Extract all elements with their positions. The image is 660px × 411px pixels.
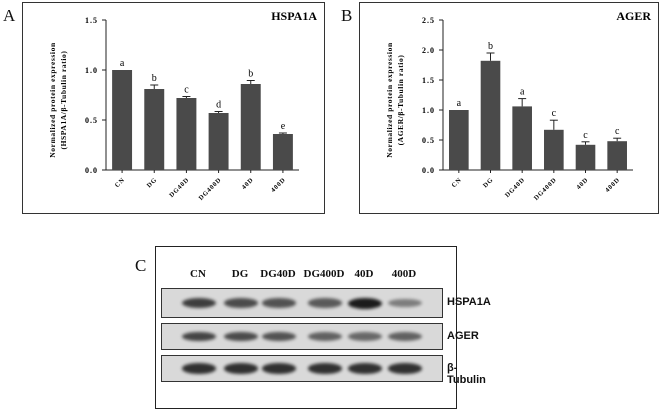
- hspa1a-xtick-label-3: DG400D: [198, 176, 223, 201]
- ager-bar-1: [480, 60, 501, 170]
- hspa1a-sig-letter-2: c: [184, 85, 189, 96]
- blot-band: [388, 363, 422, 374]
- ager-title: AGER: [616, 9, 651, 23]
- blot-strip-1: [161, 323, 443, 350]
- hspa1a-xtick-label-5: 400D: [270, 176, 287, 193]
- lane-label-4: 40D: [354, 268, 374, 280]
- ager-xtick-label-0: CN: [451, 176, 464, 189]
- blot-strip-2: [161, 355, 443, 382]
- blot-strip-0: [161, 288, 443, 318]
- blot-band: [182, 363, 216, 374]
- ager-bar-3: [544, 129, 564, 170]
- ager-bar-5: [607, 141, 627, 170]
- blot-row-label-2: β-Tubulin: [447, 361, 486, 386]
- lane-label-1: DG: [231, 268, 249, 280]
- hspa1a-sig-letter-1: b: [152, 73, 157, 84]
- blot-band: [262, 363, 296, 374]
- blot-band: [262, 331, 296, 342]
- hspa1a-ytick-label-2: 1.0: [85, 66, 98, 75]
- ager-xtick-label-1: DG: [482, 176, 495, 189]
- hspa1a-bar-2: [176, 98, 197, 170]
- hspa1a-bar-4: [240, 84, 261, 170]
- blot-band: [262, 298, 296, 308]
- hspa1a-title: HSPA1A: [271, 9, 317, 23]
- hspa1a-sig-letter-0: a: [120, 58, 125, 69]
- ager-ylabel-line1: Normalized protein expression: [385, 42, 394, 158]
- ager-sig-letter-5: c: [615, 126, 620, 137]
- hspa1a-ylabel-line1: Normalized protein expression: [48, 42, 57, 158]
- ager-sig-letter-4: c: [583, 130, 588, 141]
- ager-bar-0: [449, 110, 469, 170]
- blot-band: [388, 298, 422, 308]
- hspa1a-sig-letter-5: e: [281, 121, 286, 132]
- blot-band: [308, 298, 342, 308]
- ager-ytick-label-2: 1.0: [422, 106, 435, 115]
- ager-bar-2: [512, 106, 532, 170]
- ager-ytick-label-3: 1.5: [422, 76, 435, 85]
- blot-band: [388, 332, 422, 341]
- panel-label-c: C: [135, 256, 147, 275]
- panel-label-b: B: [341, 6, 353, 25]
- ager-xtick-label-2: DG40D: [504, 176, 527, 199]
- hspa1a-ytick-label-3: 1.5: [85, 16, 98, 25]
- ager-sig-letter-2: a: [520, 87, 525, 98]
- hspa1a-frame: [22, 2, 325, 214]
- ager-ytick-label-4: 2.0: [422, 46, 435, 55]
- hspa1a-sig-letter-4: b: [248, 69, 253, 80]
- blot-band: [224, 363, 258, 374]
- blot-band: [348, 297, 382, 309]
- blot-band: [182, 331, 216, 342]
- ager-sig-letter-3: c: [552, 108, 557, 119]
- blot-band: [348, 363, 382, 374]
- ager-sig-letter-0: a: [457, 98, 462, 109]
- ager-xtick-label-3: DG400D: [533, 176, 558, 201]
- hspa1a-xtick-label-2: DG40D: [168, 176, 191, 199]
- lane-label-2: DG40D: [260, 268, 296, 280]
- ager-chart: 0.0 0.5 1.0 1.5 2.0 2.5 Normalized protein exp…: [359, 2, 659, 214]
- ager-ytick-label-1: 0.5: [422, 136, 435, 145]
- lane-label-3: DG400D: [303, 268, 345, 280]
- ager-ytick-label-5: 2.5: [422, 16, 435, 25]
- hspa1a-ytick-label-1: 0.5: [85, 116, 98, 125]
- hspa1a-xtick-label-1: DG: [146, 176, 159, 189]
- blot-band: [182, 298, 216, 308]
- hspa1a-ylabel-line2: (HSPA1A/β-Tubulin ratio): [59, 51, 68, 150]
- blot-band: [308, 363, 342, 374]
- hspa1a-xtick-label-4: 40D: [241, 176, 256, 191]
- lane-label-5: 400D: [391, 268, 417, 280]
- lane-label-0: CN: [190, 268, 206, 280]
- ager-sig-letter-1: b: [488, 41, 493, 52]
- hspa1a-xtick-label-0: CN: [114, 176, 127, 189]
- panel-label-a: A: [3, 6, 16, 25]
- hspa1a-ytick-label-0: 0.0: [85, 166, 98, 175]
- western-blot-panel: CN DG DG40D DG400D 40D 400D HSPA1A AGER β-Tubul…: [155, 246, 491, 409]
- blot-row-label-1: AGER: [447, 329, 479, 342]
- hspa1a-bar-5: [272, 134, 293, 170]
- hspa1a-bar-0: [112, 70, 133, 170]
- ager-xtick-label-4: 40D: [575, 176, 590, 191]
- ager-frame: [359, 2, 659, 214]
- hspa1a-bar-1: [144, 89, 165, 170]
- blot-band: [224, 298, 258, 308]
- hspa1a-bar-3: [208, 113, 229, 170]
- ager-xtick-label-5: 400D: [604, 176, 621, 193]
- blot-band: [348, 332, 382, 341]
- hspa1a-chart: 0.0 0.5 1.0 1.5 Normalized protein expressio…: [22, 2, 325, 214]
- blot-row-label-0: HSPA1A: [447, 296, 491, 308]
- hspa1a-sig-letter-3: d: [216, 100, 221, 111]
- ager-ylabel-line2: (AGER/β-Tubulin ratio): [396, 55, 405, 146]
- ager-bar-4: [575, 144, 596, 170]
- blot-band: [224, 331, 258, 342]
- blot-band: [308, 332, 342, 341]
- ager-ytick-label-0: 0.0: [422, 166, 435, 175]
